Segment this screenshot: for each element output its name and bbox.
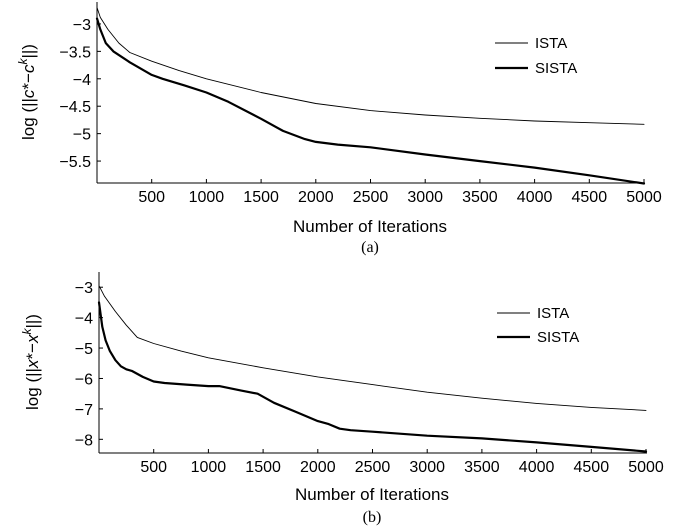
series-line-ista-b (98, 285, 647, 411)
x-tick-label-a: 2500 (353, 189, 389, 206)
x-tick-label-b: 2000 (300, 459, 336, 476)
x-tick-label-b: 1000 (191, 459, 227, 476)
series-line-ista-a (96, 7, 645, 125)
x-tick-label-b: 500 (140, 459, 167, 476)
x-tick-label-a: 1500 (243, 189, 279, 206)
legend-label-ista-a: ISTA (535, 35, 567, 52)
y-tick-label-a: −5 (73, 127, 91, 144)
y-tick-label-b: −6 (75, 371, 93, 388)
y-tick-label-a: −3.5 (59, 44, 91, 61)
legend-label-sista-a: SISTA (535, 60, 577, 77)
x-tick-label-b: 4500 (574, 459, 610, 476)
chart-b: 500 1000 1500 2000 2500 3000 3500 4000 4500 5000 −… (20, 272, 664, 526)
x-tick-label-a: 4500 (572, 189, 608, 206)
chart-a: 500 1000 1500 2000 2500 3000 3500 4000 4500 5000 −… (16, 2, 662, 256)
caption-a: (a) (361, 239, 379, 256)
y-tick-label-b: −5 (75, 341, 93, 358)
legend-label-ista-b: ISTA (537, 305, 569, 322)
x-tick-label-b: 4000 (519, 459, 555, 476)
x-tick-label-a: 2000 (298, 189, 334, 206)
series-line-sista-a (95, 17, 646, 185)
x-tick-label-b: 3000 (409, 459, 445, 476)
plot-area-a: 500 1000 1500 2000 2500 3000 3500 4000 4500 5000 −… (59, 2, 662, 206)
legend-label-sista-b: SISTA (537, 329, 579, 346)
y-tick-label-b: −4 (75, 311, 93, 328)
y-tick-label-a: −5.5 (59, 154, 91, 171)
y-tick-label-a: −3 (73, 17, 91, 34)
x-tick-label-a: 1000 (189, 189, 225, 206)
x-tick-label-b: 5000 (628, 459, 664, 476)
x-axis-label-a: Number of Iterations (293, 217, 447, 236)
x-tick-label-a: 3500 (462, 189, 498, 206)
x-tick-label-a: 3000 (407, 189, 443, 206)
y-axis-label-a: log (||c*−ck||) (16, 44, 38, 140)
y-axis-label-b: log (||x*−xk||) (20, 314, 42, 410)
y-tick-label-b: −8 (75, 432, 93, 449)
x-tick-label-a: 500 (138, 189, 165, 206)
y-tick-label-b: −7 (75, 402, 93, 419)
x-tick-label-a: 4000 (517, 189, 553, 206)
x-tick-label-b: 1500 (245, 459, 281, 476)
y-tick-label-a: −4 (73, 72, 91, 89)
plot-area-b: 500 1000 1500 2000 2500 3000 3500 4000 4500 5000 −… (75, 272, 664, 476)
series-line-sista-b (97, 301, 648, 453)
x-axis-label-b: Number of Iterations (295, 485, 449, 504)
y-tick-label-b: −3 (75, 280, 93, 297)
y-tick-label-a: −4.5 (59, 99, 91, 116)
caption-b: (b) (363, 509, 382, 526)
x-tick-label-b: 3500 (464, 459, 500, 476)
x-tick-label-a: 5000 (626, 189, 662, 206)
x-tick-label-b: 2500 (355, 459, 391, 476)
